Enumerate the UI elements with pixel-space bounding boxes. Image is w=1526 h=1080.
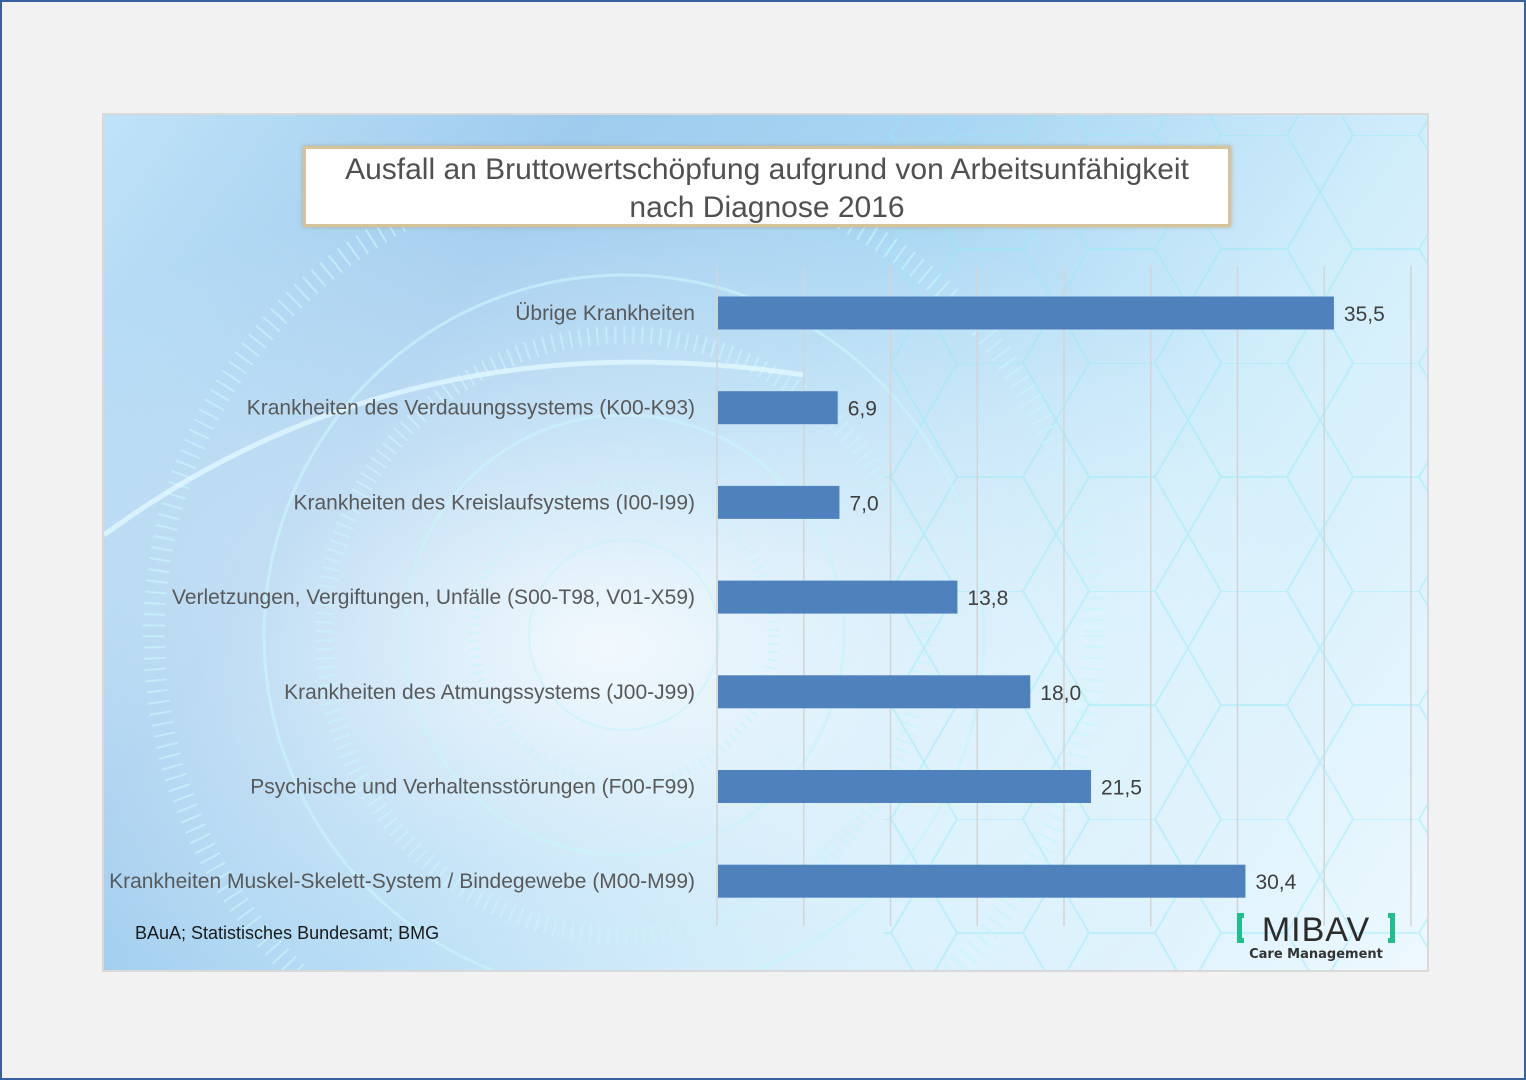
- mibav-logo: MIBAV Care Management: [1237, 911, 1397, 967]
- source-note: BAuA; Statistisches Bundesamt; BMG: [135, 923, 440, 943]
- logo-name: MIBAV: [1261, 911, 1371, 949]
- data-label: 30,4: [1255, 871, 1296, 894]
- category-label: Krankheiten Muskel-Skelett-System / Bind…: [109, 870, 695, 893]
- logo-right-bracket: [1388, 913, 1395, 943]
- logo-tagline: Care Management: [1249, 947, 1383, 962]
- chart-title: Ausfall an Bruttowertschöpfung aufgrund …: [303, 146, 1231, 227]
- chart-title-line-1: Ausfall an Bruttowertschöpfung aufgrund …: [345, 153, 1189, 186]
- bar: [718, 296, 1334, 330]
- category-label: Übrige Krankheiten: [515, 302, 695, 325]
- bar: [718, 864, 1246, 898]
- data-label: 21,5: [1101, 777, 1142, 800]
- bar: [718, 485, 840, 519]
- category-label: Krankheiten des Verdauungssystems (K00-K…: [247, 397, 695, 420]
- logo-left-bracket: [1237, 913, 1244, 943]
- category-label: Krankheiten des Atmungssystems (J00-J99): [284, 681, 695, 704]
- bar: [718, 675, 1031, 709]
- data-label: 7,0: [849, 492, 878, 515]
- chart-slide: Ausfall an Bruttowertschöpfung aufgrund …: [102, 113, 1429, 972]
- data-label: 35,5: [1344, 303, 1385, 326]
- category-label: Krankheiten des Kreislaufsystems (I00-I9…: [293, 491, 695, 514]
- category-label: Verletzungen, Vergiftungen, Unfälle (S00…: [172, 586, 695, 609]
- data-label: 6,9: [848, 398, 877, 421]
- decorative-background: [104, 115, 1427, 970]
- bar: [718, 580, 958, 614]
- category-label: Psychische und Verhaltensstörungen (F00-…: [250, 776, 695, 799]
- bar-chart: Übrige Krankheiten 35,5 Krankheiten des Ve…: [109, 266, 1412, 926]
- bar: [718, 391, 838, 425]
- data-label: 18,0: [1040, 682, 1081, 705]
- chart-title-line-2: nach Diagnose 2016: [629, 191, 905, 224]
- data-label: 13,8: [967, 587, 1008, 610]
- bar: [718, 770, 1092, 803]
